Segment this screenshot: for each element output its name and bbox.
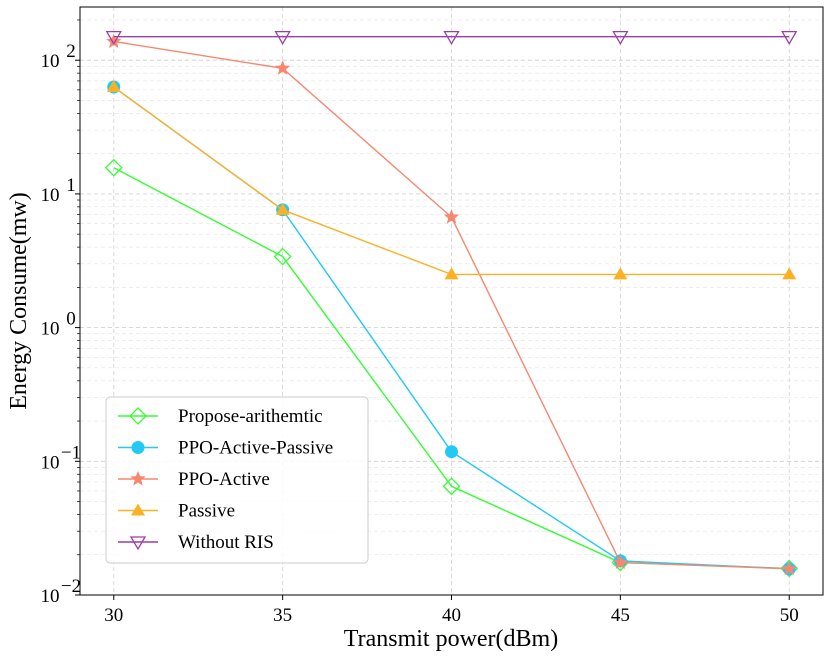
data-point-ppo-active: [275, 60, 291, 75]
legend-marker-without-ris: [129, 536, 147, 551]
data-point-propose-arithemtic: [442, 477, 461, 496]
x-tick-label: 45: [611, 605, 630, 626]
data-point-ppo-active-passive: [445, 445, 458, 459]
y-tick-exponent: −1: [61, 442, 81, 463]
y-tick-label: 10: [41, 452, 60, 473]
x-tick-label: 30: [104, 605, 123, 626]
x-tick-label: 50: [780, 605, 799, 626]
y-tick-label: 10: [41, 51, 60, 72]
y-tick-exponent: 2: [66, 41, 76, 62]
data-point-without-ris: [612, 31, 629, 45]
grid-lines: [80, 7, 823, 596]
legend-label-propose-arithemtic: Propose-arithemtic: [178, 406, 323, 427]
x-tick-label: 35: [273, 605, 292, 626]
data-point-without-ris: [274, 31, 291, 45]
series-group: [104, 31, 799, 578]
legend-box: [105, 396, 369, 564]
data-point-propose-arithemtic: [273, 247, 292, 266]
y-tick-exponent: −2: [61, 576, 81, 597]
data-point-without-ris: [443, 31, 460, 45]
y-tick-exponent: 0: [66, 309, 76, 330]
data-point-propose-arithemtic: [104, 158, 123, 177]
data-point-passive: [106, 80, 121, 93]
legend-marker-propose-arithemtic: [129, 407, 147, 425]
data-point-without-ris: [105, 31, 122, 45]
legend-label-without-ris: Without RIS: [178, 532, 274, 553]
series-passive: [106, 80, 797, 280]
series-ppo-active: [106, 33, 797, 576]
legend: Propose-arithemtic PPO-Active-Passive PPO-…: [105, 396, 369, 564]
data-point-ppo-active: [781, 560, 797, 576]
data-point-ppo-active: [443, 209, 460, 224]
y-tick-label: 10: [41, 319, 60, 340]
data-point-without-ris: [781, 31, 798, 45]
data-point-passive: [782, 267, 797, 280]
series-without-ris: [105, 31, 798, 45]
data-point-ppo-active: [106, 33, 122, 48]
x-axis-title: Transmit power(dBm): [344, 626, 558, 652]
legend-marker-passive: [131, 503, 145, 516]
legend-label-passive: Passive: [178, 501, 235, 522]
legend-marker-ppo-active: [130, 471, 146, 486]
data-point-passive: [444, 267, 459, 280]
y-tick-exponent: 1: [66, 175, 76, 196]
y-tick-label: 10: [41, 185, 60, 206]
data-point-passive: [613, 267, 628, 280]
data-point-ppo-active: [612, 554, 628, 569]
legend-label-ppo-active-passive: PPO-Active-Passive: [178, 438, 333, 459]
x-tick-label: 40: [442, 605, 461, 626]
y-tick-label: 10: [41, 586, 60, 607]
legend-marker-ppo-active-passive: [131, 441, 145, 454]
data-point-passive: [275, 202, 290, 215]
legend-label-ppo-active: PPO-Active: [178, 469, 270, 490]
y-axis-title: Energy Consume(mw): [6, 192, 32, 410]
